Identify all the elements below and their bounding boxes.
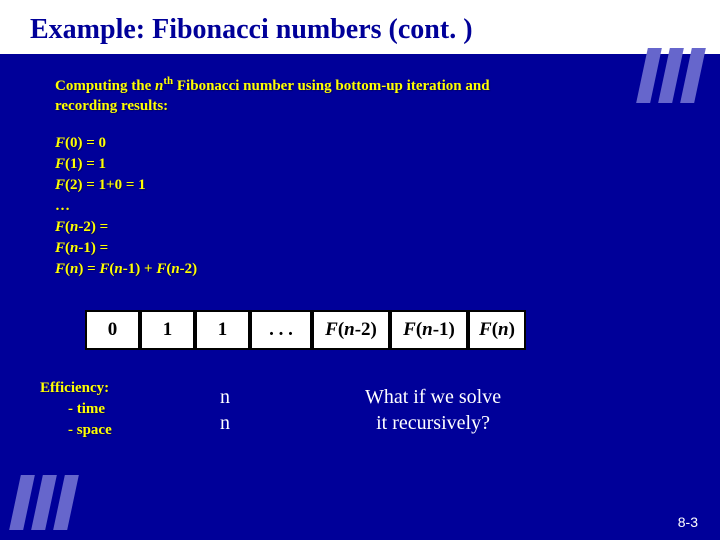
- f-italic: F: [55, 219, 65, 235]
- f-text: (2) = 1+0 = 1: [65, 177, 146, 193]
- slide-title: Example: Fibonacci numbers (cont. ): [30, 14, 690, 46]
- decoration-top: [642, 48, 700, 103]
- f-text: -1) +: [123, 261, 157, 277]
- f-text: -2): [180, 261, 198, 277]
- f-italic: F: [55, 261, 65, 277]
- bottom-row: Efficiency: - time - space n n What if w…: [0, 378, 720, 441]
- f-italic: F: [156, 261, 166, 277]
- slide-content: Computing the n th Fibonacci number using…: [0, 56, 720, 290]
- intro-part: recording results:: [55, 98, 168, 114]
- intro-sup: th: [163, 75, 173, 87]
- nn-line: n: [220, 384, 270, 410]
- f-text: (1) = 1: [65, 156, 106, 172]
- dp-cell: 1: [140, 310, 195, 350]
- question-block: What if we solve it recursively?: [365, 384, 501, 436]
- formula-line: F(2) = 1+0 = 1: [55, 175, 680, 196]
- dp-cell: 0: [85, 310, 140, 350]
- formula-line: …: [55, 196, 680, 217]
- decoration-bar: [658, 48, 684, 103]
- f-text: …: [55, 198, 70, 214]
- formula-line: F(0) = 0: [55, 133, 680, 154]
- f-text: -1) =: [78, 240, 108, 256]
- question-line: it recursively?: [365, 410, 501, 436]
- dp-cell: 1: [195, 310, 250, 350]
- slide-header: Example: Fibonacci numbers (cont. ): [0, 0, 720, 56]
- efficiency-block: Efficiency: - time - space: [40, 378, 185, 441]
- nn-block: n n: [220, 384, 270, 436]
- decoration-bar: [31, 475, 57, 530]
- dp-cell: F(n-2): [312, 310, 390, 350]
- f-text: ) =: [78, 261, 99, 277]
- question-line: What if we solve: [365, 384, 501, 410]
- formula-line: F(n-1) =: [55, 238, 680, 259]
- formula-line: F(1) = 1: [55, 154, 680, 175]
- f-italic: F: [55, 135, 65, 151]
- formula-line: F(n) = F(n-1) + F(n-2): [55, 259, 680, 280]
- f-italic: n: [171, 261, 179, 277]
- page-number: 8-3: [678, 514, 698, 530]
- efficiency-time: - time: [40, 399, 185, 420]
- f-italic: F: [55, 177, 65, 193]
- decoration-bar: [9, 475, 35, 530]
- decoration-bar: [53, 475, 79, 530]
- intro-part: Fibonacci number using bottom-up iterati…: [173, 78, 489, 94]
- dp-table: 011. . .F(n-2)F(n-1)F(n): [85, 310, 720, 350]
- f-text: -2) =: [78, 219, 108, 235]
- dp-cell: F(n-1): [390, 310, 468, 350]
- formula-block: F(0) = 0 F(1) = 1 F(2) = 1+0 = 1 … F(n-2…: [55, 133, 680, 280]
- nn-line: n: [220, 410, 270, 436]
- f-italic: n: [114, 261, 122, 277]
- intro-part: Computing the: [55, 78, 155, 94]
- f-italic: F: [55, 156, 65, 172]
- f-italic: F: [55, 240, 65, 256]
- efficiency-title: Efficiency:: [40, 378, 185, 399]
- dp-cell: . . .: [250, 310, 312, 350]
- dp-cell: F(n): [468, 310, 526, 350]
- intro-text: Computing the nth Fibonacci number using…: [55, 74, 680, 117]
- f-italic: F: [99, 261, 109, 277]
- formula-line: F(n-2) =: [55, 217, 680, 238]
- decoration-bottom: [15, 475, 73, 530]
- efficiency-space: - space: [40, 420, 185, 441]
- f-text: (0) = 0: [65, 135, 106, 151]
